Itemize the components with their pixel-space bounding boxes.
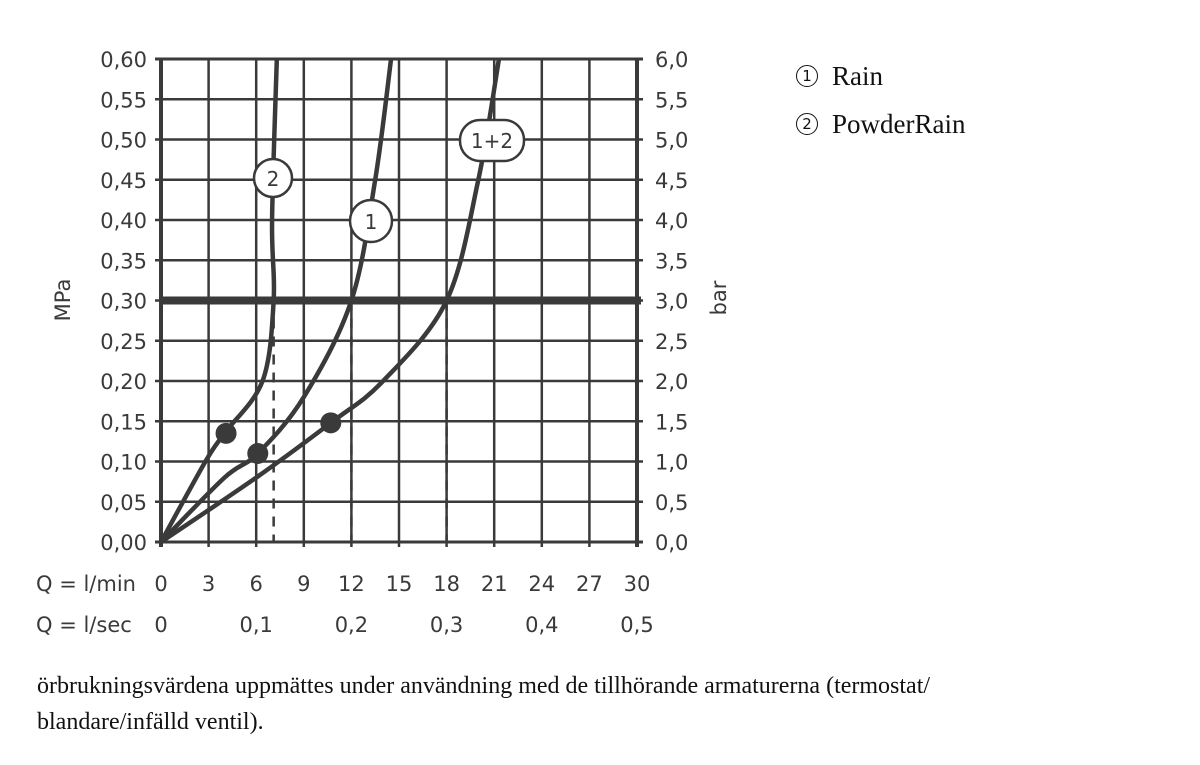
- svg-text:0,4: 0,4: [525, 613, 558, 637]
- svg-text:9: 9: [297, 572, 310, 596]
- svg-text:1: 1: [365, 210, 378, 234]
- curves: [159, 58, 502, 544]
- svg-text:2,0: 2,0: [655, 370, 688, 394]
- curve-label-2: 2: [252, 157, 294, 199]
- svg-text:5,5: 5,5: [655, 88, 688, 112]
- svg-text:6,0: 6,0: [655, 48, 688, 72]
- svg-text:12: 12: [338, 572, 365, 596]
- caption-line-1: örbrukningsvärdena uppmättes under använ…: [37, 673, 931, 699]
- svg-text:2: 2: [267, 167, 280, 191]
- svg-text:4,5: 4,5: [655, 169, 688, 193]
- svg-text:0,45: 0,45: [100, 169, 147, 193]
- legend-item-rain: 1 Rain: [796, 52, 965, 100]
- svg-text:0,50: 0,50: [100, 129, 147, 153]
- curve-label-1: 1: [348, 198, 394, 244]
- marker-dot: [320, 412, 342, 434]
- svg-text:30: 30: [624, 572, 651, 596]
- legend: 1 Rain 2 PowderRain: [796, 52, 965, 148]
- svg-text:5,0: 5,0: [655, 129, 688, 153]
- svg-text:0,00: 0,00: [100, 531, 147, 555]
- flow-pressure-chart: 0 3 6 9 12 15 18 21 24 27 300,00 0,00,05 0,50,10 1,00…: [36, 48, 731, 637]
- svg-text:0,1: 0,1: [239, 613, 272, 637]
- axis-ticks: 0 3 6 9 12 15 18 21 24 27 300,00 0,00,05 0,50,10 1,00…: [100, 48, 688, 637]
- svg-text:0,55: 0,55: [100, 88, 147, 112]
- caption-line-2: blandare/infälld ventil).: [37, 709, 264, 735]
- svg-text:21: 21: [481, 572, 508, 596]
- svg-text:0,20: 0,20: [100, 370, 147, 394]
- svg-text:0,5: 0,5: [655, 491, 688, 515]
- svg-text:3,0: 3,0: [655, 290, 688, 314]
- svg-text:6: 6: [250, 572, 263, 596]
- reference-lines: [161, 296, 641, 542]
- legend-item-powderrain: 2 PowderRain: [796, 100, 965, 148]
- svg-text:0,30: 0,30: [100, 290, 147, 314]
- svg-text:1,5: 1,5: [655, 410, 688, 434]
- svg-text:2,5: 2,5: [655, 330, 688, 354]
- svg-text:0: 0: [154, 572, 167, 596]
- legend-label-rain: Rain: [832, 60, 883, 91]
- caption-text: örbrukningsvärdena uppmättes under använ…: [37, 668, 1157, 740]
- svg-text:1,0: 1,0: [655, 451, 688, 475]
- svg-text:24: 24: [528, 572, 555, 596]
- svg-text:0,35: 0,35: [100, 249, 147, 273]
- svg-text:18: 18: [433, 572, 460, 596]
- x-axis-title-lmin: Q = l/min: [36, 572, 136, 596]
- svg-text:0,25: 0,25: [100, 330, 147, 354]
- svg-text:0,60: 0,60: [100, 48, 147, 72]
- svg-text:4,0: 4,0: [655, 209, 688, 233]
- curve-1: [159, 58, 394, 544]
- svg-text:0,15: 0,15: [100, 410, 147, 434]
- svg-text:27: 27: [576, 572, 603, 596]
- svg-text:3,5: 3,5: [655, 249, 688, 273]
- svg-text:0,05: 0,05: [100, 491, 147, 515]
- y-axis-right-title: bar: [707, 280, 731, 315]
- svg-text:0,0: 0,0: [655, 531, 688, 555]
- circled-number-1-icon: 1: [796, 65, 818, 87]
- legend-label-powderrain: PowderRain: [832, 108, 966, 139]
- y-axis-left-title: MPa: [51, 279, 75, 322]
- svg-text:3: 3: [202, 572, 215, 596]
- x-axis-title-lsec: Q = l/sec: [36, 613, 132, 637]
- marker-dot: [247, 442, 269, 464]
- svg-text:1+2: 1+2: [471, 129, 513, 153]
- circled-number-2-icon: 2: [796, 113, 818, 135]
- svg-text:15: 15: [386, 572, 413, 596]
- svg-text:0,10: 0,10: [100, 451, 147, 475]
- curve-label-1plus2: 1+2: [458, 118, 526, 163]
- marker-dot: [215, 422, 237, 444]
- svg-text:0: 0: [154, 613, 167, 637]
- curve-1+2: [159, 58, 502, 544]
- svg-text:0,2: 0,2: [335, 613, 368, 637]
- svg-text:0,40: 0,40: [100, 209, 147, 233]
- svg-text:0,3: 0,3: [430, 613, 463, 637]
- svg-text:0,5: 0,5: [620, 613, 653, 637]
